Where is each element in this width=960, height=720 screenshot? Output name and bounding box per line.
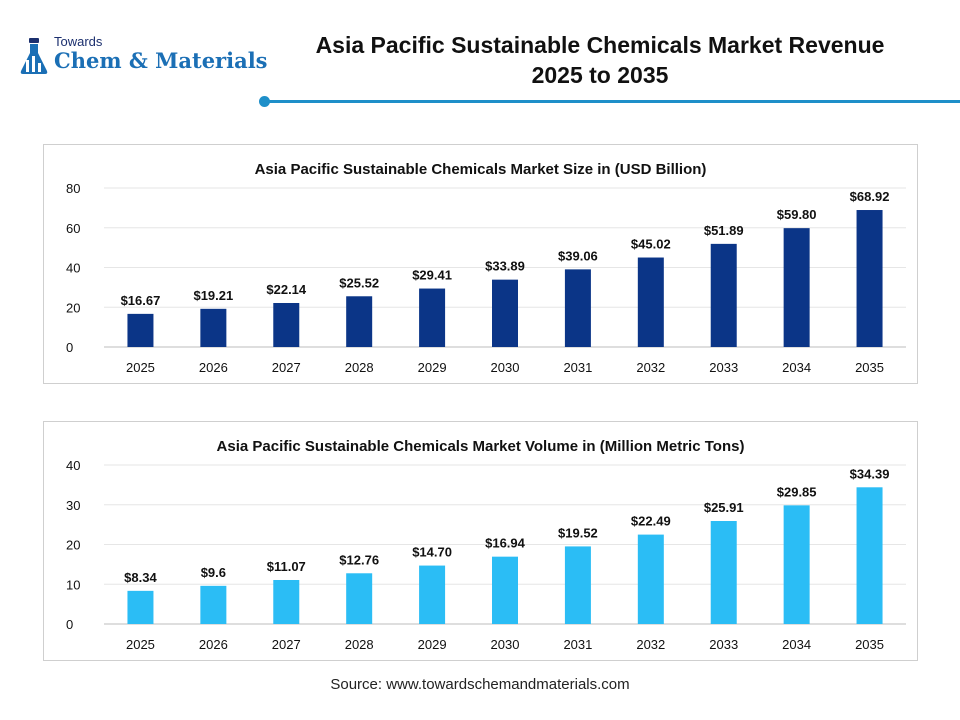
volume-chart-title: Asia Pacific Sustainable Chemicals Marke… (216, 438, 745, 455)
data-label: $9.6 (201, 565, 226, 580)
bar (273, 302, 300, 347)
page-title-line1: Asia Pacific Sustainable Chemicals Marke… (315, 32, 885, 58)
data-label: $25.52 (339, 275, 379, 290)
data-label: $19.52 (558, 525, 598, 540)
bar (419, 288, 446, 347)
y-tick-label: 20 (66, 538, 80, 553)
bar (564, 269, 591, 347)
x-tick-label: 2033 (709, 360, 738, 375)
x-tick-label: 2033 (709, 637, 738, 652)
data-label: $16.94 (485, 536, 526, 551)
y-tick-label: 60 (66, 221, 80, 236)
bar (492, 556, 518, 624)
x-tick-label: 2031 (563, 360, 592, 375)
x-tick-label: 2029 (418, 360, 447, 375)
data-label: $39.06 (558, 248, 598, 263)
bar (273, 579, 300, 624)
bar (419, 565, 446, 624)
data-label: $8.34 (124, 570, 157, 585)
brand-logo: Towards Chem & Materials (18, 34, 268, 80)
page-title-line2: 2025 to 2035 (531, 62, 669, 88)
bar (127, 590, 154, 624)
data-label: $22.14 (266, 282, 307, 297)
bar (346, 296, 373, 347)
volume-bar-chart: 010203040$8.342025$9.62026$11.072027$12.… (66, 458, 906, 652)
page-title: Asia Pacific Sustainable Chemicals Marke… (280, 30, 920, 90)
x-tick-label: 2028 (345, 637, 374, 652)
bar (564, 546, 591, 624)
title-rule (268, 100, 960, 103)
bar (346, 573, 373, 624)
y-tick-label: 20 (66, 300, 80, 315)
data-label: $11.07 (267, 559, 306, 574)
data-label: $45.02 (631, 237, 671, 252)
data-label: $29.85 (777, 484, 817, 499)
y-tick-label: 40 (66, 458, 80, 473)
x-tick-label: 2029 (418, 637, 447, 652)
x-tick-label: 2027 (272, 360, 301, 375)
y-tick-label: 30 (66, 498, 80, 513)
x-tick-label: 2034 (782, 360, 811, 375)
data-label: $25.91 (704, 500, 744, 515)
y-tick-label: 40 (66, 261, 80, 276)
x-tick-label: 2034 (782, 637, 811, 652)
data-label: $51.89 (704, 223, 744, 238)
bar (783, 505, 810, 624)
logo-line-towards: Towards (54, 34, 103, 49)
bar (710, 243, 737, 347)
data-label: $14.70 (412, 545, 452, 560)
bar (200, 308, 227, 347)
x-tick-label: 2025 (126, 637, 155, 652)
y-tick-label: 10 (66, 577, 80, 592)
y-tick-label: 0 (66, 617, 73, 632)
source-note: Source: www.towardschemandmaterials.com (330, 676, 630, 693)
data-label: $16.67 (121, 293, 161, 308)
bar (200, 585, 227, 624)
bar (637, 257, 664, 347)
x-tick-label: 2028 (345, 360, 374, 375)
y-tick-label: 0 (66, 340, 73, 355)
logo-line-brand: Chem & Materials (54, 48, 268, 73)
flask-icon (20, 38, 48, 74)
x-tick-label: 2030 (491, 637, 520, 652)
data-label: $59.80 (777, 207, 817, 222)
title-rule-dot (259, 96, 270, 107)
data-label: $34.39 (850, 466, 890, 481)
data-label: $68.92 (850, 189, 890, 204)
data-label: $22.49 (631, 514, 671, 529)
bar (710, 521, 737, 624)
x-tick-label: 2035 (855, 360, 884, 375)
bar (127, 313, 154, 347)
data-label: $12.76 (339, 552, 379, 567)
x-tick-label: 2026 (199, 360, 228, 375)
revenue-chart-title: Asia Pacific Sustainable Chemicals Marke… (254, 161, 707, 178)
x-tick-label: 2031 (563, 637, 592, 652)
bar (637, 534, 664, 624)
x-tick-label: 2026 (199, 637, 228, 652)
data-label: $29.41 (412, 268, 452, 283)
x-tick-label: 2035 (855, 637, 884, 652)
x-tick-label: 2025 (126, 360, 155, 375)
y-tick-label: 80 (66, 181, 80, 196)
revenue-bar-chart: 0 20 40 60 80 $16.67 2025 $19.21 2026 $22.14 2027 $… (66, 181, 906, 375)
bar (492, 279, 518, 347)
bar (856, 487, 883, 624)
volume-chart-panel: Asia Pacific Sustainable Chemicals Marke… (43, 421, 918, 661)
x-tick-label: 2027 (272, 637, 301, 652)
revenue-chart-panel: Asia Pacific Sustainable Chemicals Marke… (43, 144, 918, 384)
bar (783, 228, 810, 347)
data-label: $33.89 (485, 259, 525, 274)
data-label: $19.21 (193, 288, 233, 303)
x-tick-label: 2032 (636, 360, 665, 375)
x-tick-label: 2030 (491, 360, 520, 375)
bar (856, 210, 883, 347)
x-tick-label: 2032 (636, 637, 665, 652)
